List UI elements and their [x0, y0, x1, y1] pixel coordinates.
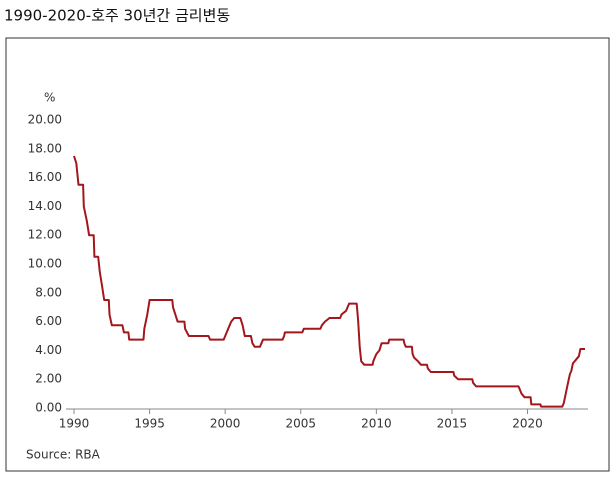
x-tick-label: 2005 [285, 417, 316, 431]
x-tick-label: 2015 [437, 417, 468, 431]
x-tick-label: 2000 [210, 417, 241, 431]
x-tick-label: 2020 [512, 417, 543, 431]
chart-title: 1990-2020-호주 30년간 금리변동 [4, 7, 230, 25]
y-tick-label: 2.00 [35, 372, 62, 386]
y-tick-label: 6.00 [35, 314, 62, 328]
data-line [73, 155, 585, 408]
y-tick-label: 10.00 [28, 257, 62, 271]
y-tick-label: 4.00 [35, 343, 62, 357]
y-tick-label: 8.00 [35, 285, 62, 299]
y-tick-label: 14.00 [28, 199, 62, 213]
y-tick-label: 0.00 [35, 401, 62, 415]
y-tick-label: 20.00 [28, 113, 62, 127]
y-tick-label: 12.00 [28, 228, 62, 242]
y-tick-label: 18.00 [28, 141, 62, 155]
x-tick-label: 1995 [134, 417, 165, 431]
y-tick-label: 16.00 [28, 170, 62, 184]
x-tick-label: 2010 [361, 417, 392, 431]
frame [5, 37, 610, 472]
x-tick-label: 1990 [59, 417, 90, 431]
y-axis-label: % [44, 91, 55, 105]
source: Source: RBA [26, 448, 101, 462]
